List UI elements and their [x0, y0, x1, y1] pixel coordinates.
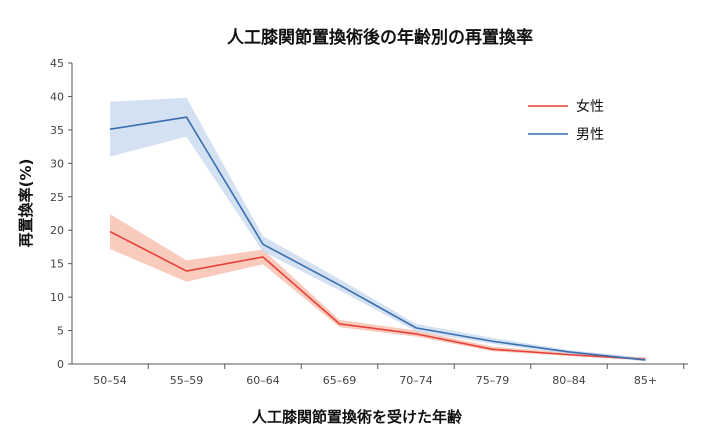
x-tick-label: 70–74 [399, 374, 433, 387]
series-line-female [109, 230, 646, 361]
series-line-male [109, 116, 646, 361]
confidence-band-female [110, 214, 646, 361]
y-tick-label: 15 [50, 258, 64, 271]
y-tick-label: 10 [50, 291, 64, 304]
y-tick-label: 45 [50, 57, 64, 70]
y-tick-label: 40 [50, 90, 64, 103]
chart-title: 人工膝関節置換術後の年齢別の再置換率 [227, 27, 533, 48]
confidence-band-male [110, 97, 646, 362]
x-tick-label: 80–84 [552, 374, 586, 387]
legend: 女性 男性 [528, 98, 604, 143]
x-tick-label: 75–79 [476, 374, 510, 387]
legend-label-male: 男性 [576, 127, 604, 143]
legend-label-female: 女性 [576, 98, 604, 115]
plot-area: 0 5 10 15 20 25 30 35 40 45 50–54 55–59 60–64 65–69 70… [50, 57, 688, 387]
x-tick-label: 50–54 [93, 374, 127, 387]
x-tick-label: 85+ [634, 374, 657, 387]
y-tick-label: 25 [50, 191, 64, 204]
x-tick-label: 55–59 [170, 374, 204, 387]
x-axis-label: 人工膝関節置換術を受けた年齢 [252, 408, 463, 426]
y-tick-label: 35 [50, 124, 64, 137]
y-tick-label: 30 [50, 157, 64, 170]
y-tick-label: 5 [57, 325, 64, 338]
x-tick-label: 65–69 [323, 374, 357, 387]
x-tick-label: 60–64 [246, 374, 280, 387]
y-tick-label: 20 [50, 224, 64, 237]
y-tick-label: 0 [57, 358, 64, 371]
y-axis-label: 再置換率(%) [17, 159, 35, 248]
